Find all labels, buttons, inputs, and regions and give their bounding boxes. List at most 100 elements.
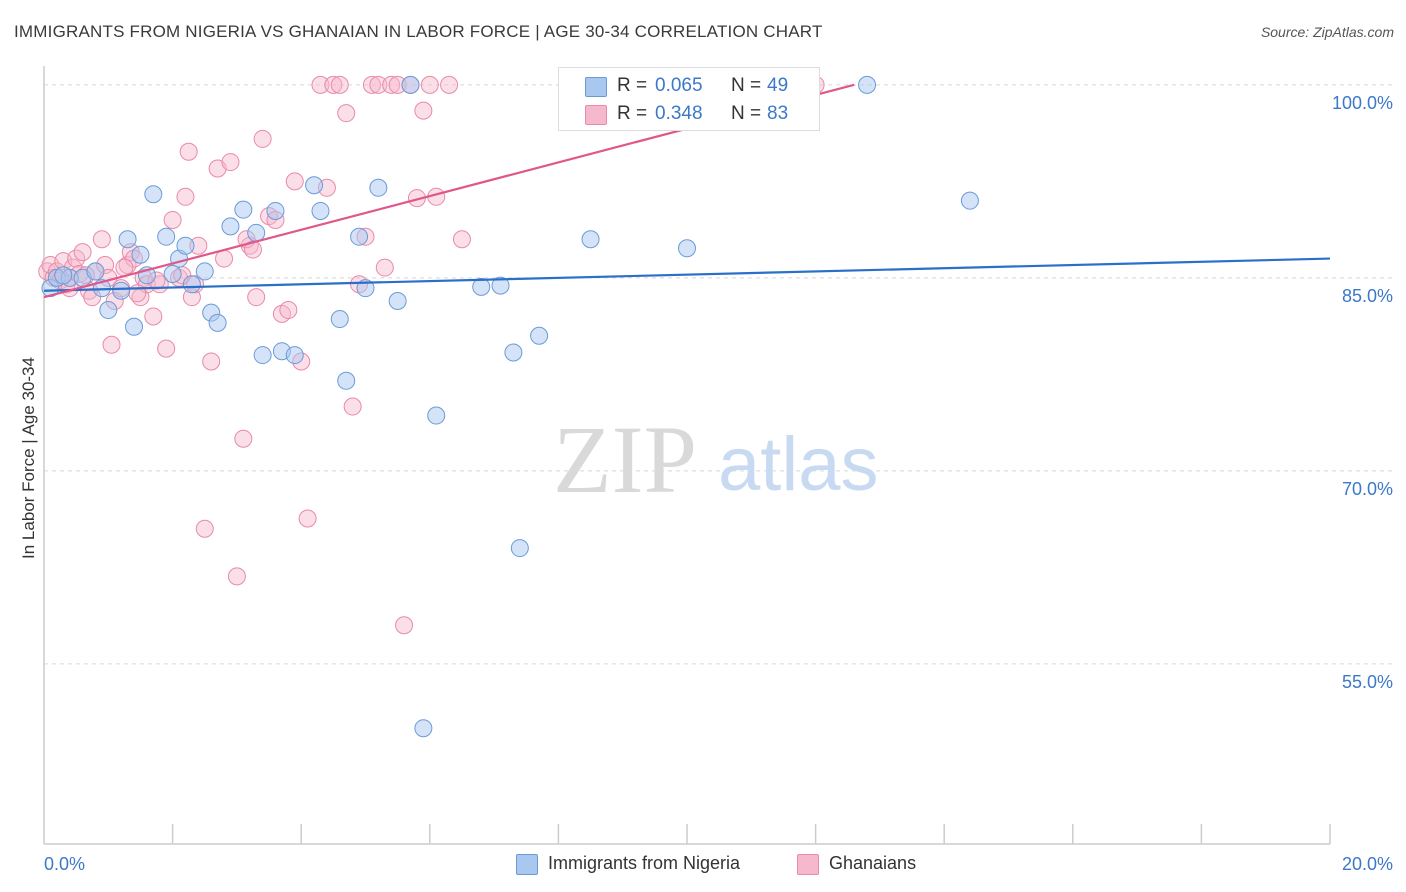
ghanaians-point: [414, 101, 433, 120]
chart-title: IMMIGRANTS FROM NIGERIA VS GHANAIAN IN L…: [14, 22, 823, 41]
legend-label-nigeria: Immigrants from Nigeria: [548, 853, 741, 873]
stats-row-nigeria: R = 0.065 N = 49: [559, 73, 819, 101]
tick-labels: 55.0% 70.0% 85.0% 100.0% 0.0% 20.0%: [44, 93, 1393, 874]
n-label: N =: [731, 103, 762, 124]
nigeria-point: [253, 346, 272, 365]
nigeria-point: [285, 346, 304, 365]
series-legend: Immigrants from Nigeria Ghanaians: [0, 852, 1406, 878]
ghanaians-point: [144, 307, 163, 326]
x-tick-label: 0.0%: [44, 854, 85, 874]
nigeria-point: [491, 276, 510, 295]
nigeria-point: [99, 301, 118, 320]
ghanaians-point: [195, 519, 214, 538]
nigeria-point: [118, 230, 137, 249]
n-value: 83: [767, 103, 789, 124]
r-value: 0.065: [655, 75, 703, 96]
nigeria-point: [369, 178, 388, 197]
r-value: 0.348: [655, 103, 703, 124]
ghanaians-swatch: [797, 854, 819, 875]
axes: [43, 66, 1331, 845]
y-axis-label: In Labor Force | Age 30-34: [19, 357, 38, 559]
ghanaians-point: [330, 75, 349, 94]
ghanaians-point: [221, 153, 240, 172]
nigeria-point: [510, 539, 529, 558]
nigeria-point: [858, 75, 877, 94]
ghanaians-point: [253, 129, 272, 148]
ghanaians-point: [227, 567, 246, 586]
legend-label-ghanaians: Ghanaians: [829, 853, 917, 873]
ghanaians-point: [375, 258, 394, 277]
nigeria-point: [530, 326, 549, 345]
nigeria-point: [427, 406, 446, 425]
nigeria-point: [131, 245, 150, 264]
nigeria-point: [401, 75, 420, 94]
nigeria-point: [86, 262, 105, 281]
ghanaians-point: [324, 75, 343, 94]
watermark: ZIP atlas: [553, 406, 879, 513]
nigeria-point: [234, 200, 253, 219]
ghanaians-point: [311, 75, 330, 94]
nigeria-point: [112, 281, 131, 300]
nigeria-point: [504, 343, 523, 362]
ghanaians-point: [92, 230, 111, 249]
source-label: Source: ZipAtlas.com: [1260, 24, 1394, 40]
nigeria-point: [350, 227, 369, 246]
nigeria-point: [157, 227, 176, 246]
nigeria-point: [247, 223, 266, 242]
nigeria-point: [678, 239, 696, 258]
watermark-atlas: atlas: [718, 422, 879, 507]
nigeria-point: [472, 277, 491, 296]
nigeria-point: [182, 275, 201, 294]
ghanaians-point: [440, 75, 459, 94]
nigeria-trend-line: [43, 257, 1331, 292]
y-tick-label: 55.0%: [1342, 672, 1393, 692]
ghanaians-point: [202, 352, 221, 371]
nigeria-point: [356, 279, 375, 298]
nigeria-point: [195, 262, 214, 281]
nigeria-point: [208, 313, 227, 332]
ghanaians-point: [102, 335, 121, 354]
ghanaians-point: [234, 429, 253, 448]
ghanaians-point: [247, 288, 266, 307]
nigeria-point: [54, 266, 73, 285]
ghanaians-point: [157, 339, 176, 358]
ghanaians-point: [395, 616, 414, 635]
stats-legend: R = 0.065 N = 49 R = 0.348 N = 83: [558, 67, 820, 131]
stats-row-ghanaians: R = 0.348 N = 83: [559, 101, 819, 129]
series-ghanaians: [38, 75, 825, 635]
y-tick-label: 85.0%: [1342, 286, 1393, 306]
nigeria-point: [266, 201, 285, 220]
nigeria-point: [330, 310, 349, 329]
nigeria-point: [163, 265, 182, 284]
grid-lines: [44, 84, 1392, 665]
ghanaians-point: [369, 75, 388, 94]
ghanaians-point: [67, 249, 86, 268]
x-tick-label: 20.0%: [1342, 854, 1393, 874]
n-value: 49: [767, 75, 789, 96]
y-tick-label: 70.0%: [1342, 479, 1393, 499]
nigeria-swatch: [585, 77, 607, 97]
ghanaians-point: [337, 104, 356, 123]
nigeria-point: [414, 719, 433, 738]
ghanaians-point: [382, 75, 401, 94]
nigeria-point: [221, 217, 240, 236]
nigeria-point: [388, 292, 407, 311]
ghanaians-point: [420, 75, 439, 94]
ghanaians-point: [298, 509, 317, 528]
r-label: R =: [617, 103, 648, 124]
nigeria-point: [337, 371, 356, 390]
ghanaians-point: [362, 75, 381, 94]
nigeria-point: [581, 230, 600, 249]
nigeria-point: [125, 317, 144, 336]
ghanaians-point: [285, 172, 304, 191]
ghanaians-point: [73, 243, 92, 262]
ghanaians-point: [452, 230, 471, 249]
nigeria-swatch: [516, 854, 538, 875]
nigeria-point: [305, 176, 324, 195]
nigeria-point: [176, 236, 195, 255]
ghanaians-point: [179, 142, 198, 161]
r-label: R =: [617, 75, 648, 96]
nigeria-point: [960, 191, 979, 210]
n-label: N =: [731, 75, 762, 96]
